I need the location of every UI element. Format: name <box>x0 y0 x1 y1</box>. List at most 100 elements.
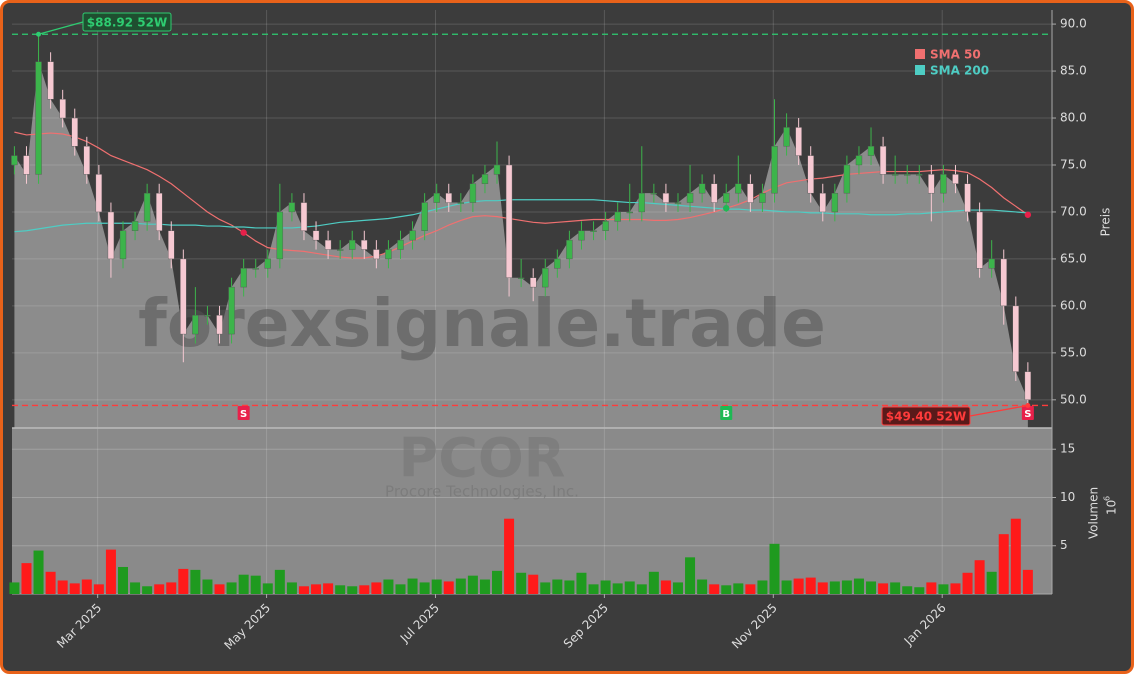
annotation-head <box>1025 402 1031 408</box>
volume-bar <box>564 580 575 594</box>
candle-body <box>940 174 947 194</box>
watermark-company: Procore Technologies, Inc. <box>385 483 579 501</box>
candle-body <box>602 221 609 231</box>
volume-bar <box>588 584 599 594</box>
candle-body <box>216 315 223 335</box>
sma-line <box>14 199 1028 233</box>
signal-box <box>237 406 250 420</box>
volume-bar <box>866 581 877 594</box>
volume-bar <box>986 571 997 594</box>
volume-bar <box>311 584 322 594</box>
volume-bar <box>950 583 961 594</box>
volume-bar <box>552 579 563 594</box>
volume-bar <box>685 557 696 594</box>
candle-body <box>385 249 392 260</box>
volume-bar <box>298 586 309 594</box>
annotation-box <box>82 12 172 32</box>
volume-bar <box>709 584 720 594</box>
volume-bar <box>853 578 864 594</box>
candle-body <box>807 155 814 194</box>
volume-bar <box>914 587 925 594</box>
candle-body <box>783 127 790 147</box>
volume-bar <box>576 572 587 594</box>
y-tick-label: 90.0 <box>1060 17 1087 31</box>
volume-bar <box>492 570 503 594</box>
volume-tick-label: 15 <box>1060 442 1075 456</box>
legend-swatch <box>915 65 925 75</box>
volume-bar <box>1022 569 1033 594</box>
legend-label: SMA 200 <box>930 64 989 78</box>
candle-body <box>891 174 899 176</box>
candle-body <box>71 117 78 147</box>
candle-body <box>11 155 18 166</box>
volume-bar <box>395 584 406 594</box>
candle-body <box>312 230 320 241</box>
candle-body <box>952 174 959 184</box>
candle-body <box>276 211 284 260</box>
volume-bar <box>757 580 768 594</box>
candle-body <box>336 249 344 251</box>
candle-body <box>23 155 30 175</box>
volume-bar <box>238 574 249 594</box>
volume-bar <box>841 580 852 594</box>
signal-dot <box>1024 211 1032 218</box>
volume-bar <box>600 580 611 594</box>
candle-body <box>131 221 139 231</box>
volume-bar <box>202 579 213 594</box>
volume-bar <box>648 571 659 594</box>
volume-tick-label: 10 <box>1060 490 1075 504</box>
volume-bar <box>902 586 913 594</box>
volume-bar <box>817 582 828 594</box>
volume-bar <box>33 550 44 594</box>
volume-bar <box>190 569 201 594</box>
candle-body <box>119 230 127 260</box>
candle-body <box>155 192 163 231</box>
candle-body <box>542 268 549 288</box>
volume-bar <box>1010 518 1021 594</box>
candle-body <box>650 192 658 195</box>
candle-body <box>324 239 332 250</box>
candle-body <box>47 61 54 100</box>
volume-bar <box>371 582 382 594</box>
candle-body <box>95 174 103 213</box>
volume-bar <box>660 580 671 594</box>
volume-bar <box>721 585 732 594</box>
candle-body <box>843 164 851 194</box>
y-tick-label: 60.0 <box>1060 298 1087 312</box>
candle-body <box>735 183 742 194</box>
signal-box <box>1021 406 1034 420</box>
candle-body <box>928 174 935 194</box>
candle-body <box>904 174 911 176</box>
candle-body <box>373 249 380 260</box>
volume-bar <box>938 584 949 594</box>
watermark: forexsignale.trade <box>138 285 826 362</box>
annotation-arrow <box>38 21 84 35</box>
candle-body <box>59 99 66 119</box>
volume-bar <box>347 586 358 594</box>
candle-body <box>1000 258 1007 307</box>
candle-body <box>819 192 826 213</box>
candle-body <box>590 230 597 232</box>
volume-bar <box>250 575 261 594</box>
volume-bar <box>226 582 237 594</box>
volume-bar <box>178 568 189 594</box>
signal-dot <box>723 204 730 212</box>
candle-body <box>759 192 766 203</box>
candle-body <box>1012 305 1020 372</box>
volume-tick-label: 5 <box>1060 538 1068 552</box>
y-tick-label: 75.0 <box>1060 157 1087 171</box>
volume-bar <box>636 584 647 594</box>
candle-body <box>288 202 296 213</box>
legend-label: SMA 50 <box>930 48 981 62</box>
volume-bar <box>504 518 515 594</box>
candle-body <box>204 315 211 317</box>
volume-bar <box>21 563 32 594</box>
y-tick-label: 70.0 <box>1060 204 1087 218</box>
candle-body <box>240 268 247 288</box>
candle-body <box>662 192 670 203</box>
candle-body <box>445 192 452 203</box>
signal-label: B <box>722 409 730 420</box>
volume-bar <box>612 583 623 594</box>
volume-bar <box>745 584 756 594</box>
candle-body <box>481 174 489 184</box>
